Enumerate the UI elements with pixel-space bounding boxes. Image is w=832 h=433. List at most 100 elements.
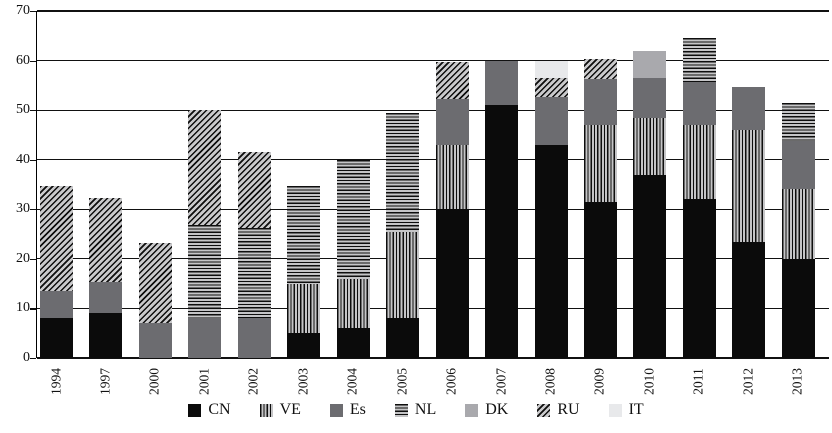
- legend-swatch-nl: [394, 403, 408, 417]
- gridline: [37, 59, 829, 62]
- bar-segment-ve-2012: [732, 129, 766, 242]
- x-tick-label: 2002: [245, 368, 261, 395]
- y-tick-label: 70: [16, 3, 30, 18]
- bar-segment-ru-2008: [534, 77, 568, 97]
- x-tick-label: 2012: [740, 368, 756, 395]
- legend-label: CN: [208, 401, 231, 418]
- bar-segment-es-2007: [485, 60, 519, 106]
- bar-segment-es-2002: [237, 318, 271, 358]
- x-tick-label: 2004: [344, 368, 360, 395]
- x-tick-label: 1994: [48, 368, 63, 395]
- bar-segment-ve-2006: [435, 144, 469, 210]
- bar-segment-nl-2004: [336, 159, 370, 279]
- bar-segment-ve-2003: [287, 283, 321, 334]
- bar-segment-nl-2002: [237, 227, 271, 319]
- legend-swatch-ru: [537, 403, 551, 417]
- legend-label: Es: [349, 401, 366, 418]
- legend-swatch-cn: [188, 403, 202, 417]
- bar-segment-ve-2011: [682, 125, 716, 200]
- bar-segment-cn-2004: [336, 328, 370, 358]
- y-tick-label: 40: [16, 151, 30, 167]
- bar-segment-ve-2013: [781, 189, 815, 259]
- gridline: [37, 109, 829, 111]
- legend-swatch-es: [329, 403, 343, 417]
- y-tick-label: 50: [16, 102, 30, 118]
- bar-segment-cn-2013: [781, 258, 815, 358]
- gridline: [37, 10, 829, 12]
- gridline: [37, 208, 829, 210]
- y-tick-mark: [30, 159, 36, 161]
- y-tick-mark: [30, 11, 36, 13]
- bar-segment-nl-2005: [386, 112, 420, 232]
- x-tick-label: 2011: [690, 368, 706, 395]
- bar-segment-ve-2005: [386, 231, 420, 319]
- bar-segment-es-2011: [682, 82, 716, 126]
- legend-swatch-ve: [259, 403, 273, 417]
- legend-swatch-it: [608, 403, 622, 417]
- bar-segment-cn-2003: [287, 333, 321, 358]
- legend: CN VE Es NL DK RU IT: [0, 401, 832, 419]
- y-tick-mark: [30, 60, 36, 62]
- y-tick-label: 10: [16, 300, 30, 316]
- gridline: [37, 307, 829, 310]
- x-tick-label: 2000: [146, 368, 162, 395]
- bar-segment-nl-2001: [188, 225, 222, 319]
- bar-segment-es-2012: [732, 86, 766, 130]
- bar-segment-it-2008: [534, 60, 568, 78]
- bar-segment-cn-2012: [732, 241, 766, 358]
- bar-segment-nl-2003: [287, 185, 321, 284]
- bar-segment-es-1994: [40, 291, 73, 319]
- legend-item-ru: RU: [537, 401, 580, 419]
- x-tick-label: 2010: [641, 368, 657, 395]
- bar-segment-es-2010: [633, 77, 667, 118]
- gridline: [37, 159, 829, 161]
- legend-label: RU: [557, 401, 580, 418]
- bar-segment-ru-1994: [40, 186, 73, 292]
- bar-segment-ru-1997: [89, 197, 123, 283]
- bar-segment-dk-2010: [633, 50, 667, 78]
- bar-segment-es-2009: [583, 78, 617, 126]
- legend-label: DK: [485, 401, 509, 418]
- plot-area: [36, 10, 829, 359]
- gridline: [37, 258, 829, 260]
- y-tick-mark: [30, 308, 36, 310]
- legend-item-ve: VE: [259, 401, 301, 419]
- y-tick-mark: [30, 209, 36, 211]
- gridline: [37, 357, 829, 359]
- y-tick-label: 60: [16, 52, 30, 68]
- x-tick-label: 2007: [493, 368, 509, 395]
- legend-item-es: Es: [329, 401, 366, 419]
- bar-segment-cn-2011: [682, 199, 716, 358]
- x-tick-label: 2001: [196, 368, 212, 395]
- bar-segment-cn-2010: [633, 174, 667, 358]
- legend-item-cn: CN: [188, 401, 231, 419]
- legend-label: IT: [628, 401, 644, 418]
- x-tick-label: 2009: [591, 368, 607, 395]
- x-tick-label: 1997: [97, 368, 113, 395]
- bar-segment-ve-2004: [336, 278, 370, 329]
- legend-item-it: IT: [608, 401, 644, 419]
- bar-segment-ru-2001: [188, 110, 222, 226]
- bar-segment-ru-2009: [583, 59, 617, 79]
- bar-segment-es-2001: [188, 318, 222, 358]
- bar-segment-ru-2002: [237, 152, 271, 228]
- x-tick-label: 2003: [295, 368, 311, 395]
- bar-segment-es-2013: [781, 140, 815, 190]
- legend-item-nl: NL: [394, 401, 436, 419]
- y-tick-mark: [30, 358, 36, 360]
- bar-segment-ve-2009: [583, 125, 617, 202]
- bar-segment-cn-2006: [435, 209, 469, 358]
- y-tick-label: 0: [23, 350, 30, 365]
- bar-segment-nl-2011: [682, 37, 716, 83]
- y-tick-mark: [30, 258, 36, 261]
- legend-swatch-dk: [465, 403, 479, 417]
- x-tick-label: 2008: [542, 368, 558, 395]
- x-tick-label: 2006: [443, 368, 459, 395]
- legend-item-dk: DK: [465, 401, 508, 419]
- bar-segment-cn-2005: [386, 318, 420, 358]
- x-tick-label: 2013: [789, 368, 805, 395]
- bar-segment-cn-2009: [583, 201, 617, 358]
- bar-segment-es-2008: [534, 96, 568, 145]
- bar-segment-ve-2010: [633, 117, 667, 175]
